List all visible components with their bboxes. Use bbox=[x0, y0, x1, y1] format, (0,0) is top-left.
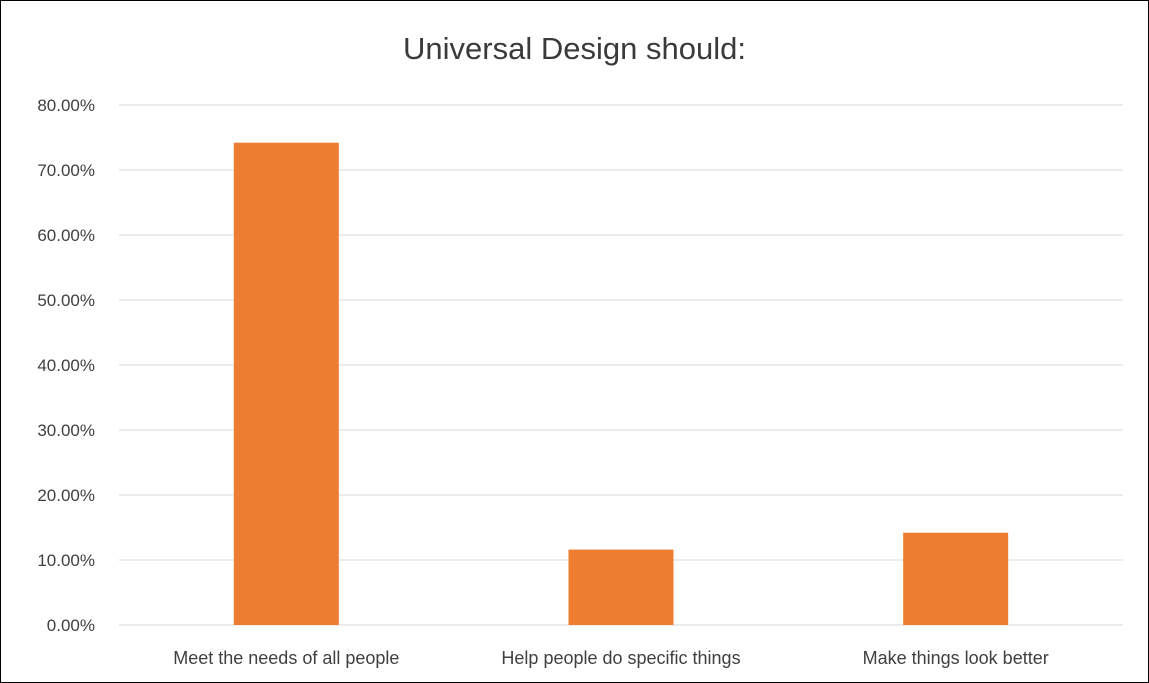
bar bbox=[233, 142, 339, 625]
chart-title: Universal Design should: bbox=[403, 31, 746, 66]
bar bbox=[903, 532, 1009, 625]
y-tick-label: 10.00% bbox=[37, 551, 95, 570]
y-tick-label: 20.00% bbox=[37, 486, 95, 505]
y-tick-label: 70.00% bbox=[37, 161, 95, 180]
y-tick-label: 0.00% bbox=[47, 616, 95, 635]
x-category-label: Help people do specific things bbox=[501, 648, 740, 668]
x-axis-labels: Meet the needs of all people Help people … bbox=[173, 648, 1048, 668]
x-category-label: Make things look better bbox=[863, 648, 1049, 668]
y-tick-label: 40.00% bbox=[37, 356, 95, 375]
y-tick-label: 30.00% bbox=[37, 421, 95, 440]
y-tick-label: 60.00% bbox=[37, 226, 95, 245]
bar bbox=[568, 549, 674, 625]
y-axis-ticks: 0.00% 10.00% 20.00% 30.00% 40.00% 50.00% 60.00… bbox=[37, 96, 95, 635]
y-tick-label: 50.00% bbox=[37, 291, 95, 310]
x-category-label: Meet the needs of all people bbox=[173, 648, 399, 668]
bars bbox=[233, 142, 1009, 625]
y-tick-label: 80.00% bbox=[37, 96, 95, 115]
